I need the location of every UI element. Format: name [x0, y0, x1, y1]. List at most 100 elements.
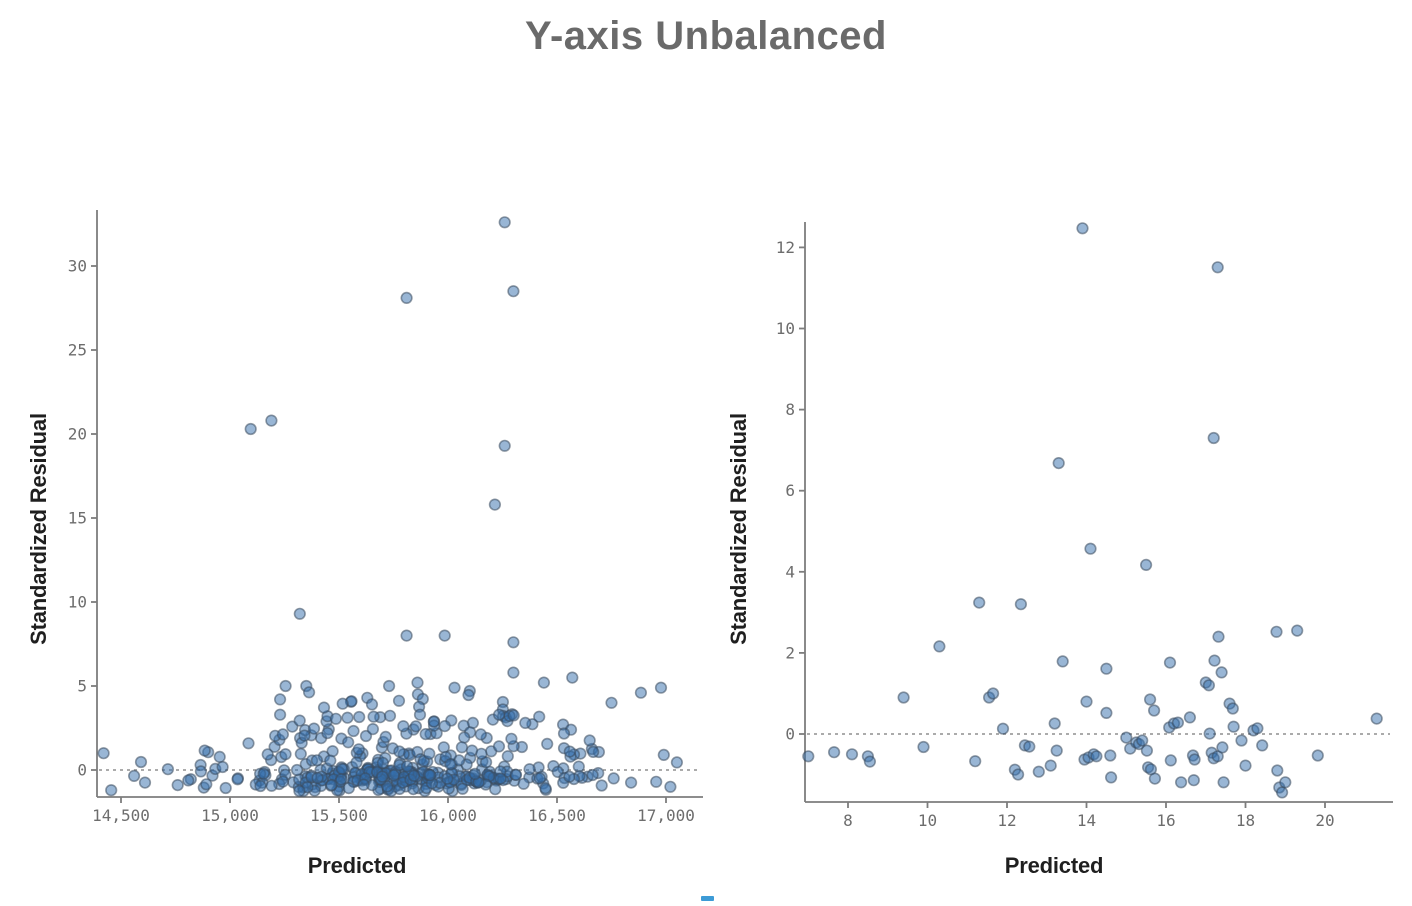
left-x-tick-label: 16,500 — [528, 806, 586, 825]
data-point — [605, 696, 618, 709]
right-y-tick-label: 8 — [785, 400, 795, 419]
right-x-tick-label: 14 — [1077, 811, 1096, 830]
data-point — [448, 681, 461, 694]
data-point — [1216, 741, 1229, 754]
data-point — [1187, 774, 1200, 787]
data-point — [444, 758, 457, 771]
data-point — [537, 676, 551, 689]
data-point — [1100, 662, 1113, 675]
data-point — [557, 727, 571, 740]
data-point — [376, 770, 389, 783]
data-point — [401, 760, 414, 773]
data-point — [298, 729, 311, 742]
data-point — [231, 773, 244, 786]
data-point — [383, 709, 397, 722]
data-point — [366, 722, 380, 736]
data-point — [325, 778, 338, 792]
data-point — [802, 750, 815, 763]
data-point — [1203, 727, 1216, 740]
data-point — [1270, 625, 1283, 638]
data-point — [455, 741, 469, 754]
data-point — [1014, 598, 1028, 611]
data-point — [973, 596, 986, 609]
data-point — [493, 708, 506, 721]
data-point — [293, 784, 306, 798]
data-point — [134, 755, 148, 769]
data-point — [501, 750, 514, 763]
data-point — [539, 782, 552, 795]
data-point — [523, 763, 536, 776]
data-point — [1275, 786, 1289, 799]
data-point — [311, 771, 324, 785]
data-point — [290, 763, 304, 777]
data-point — [324, 754, 337, 767]
data-point — [1207, 431, 1220, 445]
data-point — [664, 780, 677, 793]
data-point — [507, 709, 520, 722]
data-point — [933, 640, 946, 653]
right-x-tick-label: 20 — [1315, 811, 1334, 830]
right-y-tick-label: 12 — [776, 238, 795, 257]
right-y-tick-label: 2 — [785, 643, 795, 662]
data-point — [1143, 693, 1157, 706]
data-point — [392, 694, 406, 707]
left-x-tick-label: 15,000 — [201, 806, 259, 825]
data-point — [845, 748, 859, 761]
data-point — [161, 763, 174, 776]
data-point — [462, 688, 475, 702]
page-title: Y-axis Unbalanced — [525, 14, 887, 58]
data-point — [517, 777, 530, 790]
data-point — [105, 784, 118, 797]
data-point — [634, 686, 648, 699]
data-point — [336, 697, 349, 710]
right-x-tick-label: 10 — [918, 811, 937, 830]
data-point — [488, 498, 502, 511]
data-point — [1104, 771, 1118, 784]
data-point — [171, 778, 184, 792]
data-point — [321, 726, 334, 740]
data-point — [533, 710, 546, 723]
left-y-tick-label: 20 — [68, 425, 87, 444]
data-point — [489, 783, 502, 796]
data-point — [254, 779, 267, 793]
data-point — [376, 756, 390, 770]
data-point — [1215, 666, 1228, 679]
left-y-tick-label: 15 — [68, 509, 87, 528]
data-point — [541, 737, 554, 751]
data-point — [583, 734, 596, 747]
data-point — [587, 745, 600, 759]
data-point — [505, 732, 518, 745]
data-point — [897, 691, 910, 704]
data-point — [969, 755, 982, 768]
data-point — [498, 216, 511, 229]
data-point — [350, 756, 363, 769]
data-point — [1211, 261, 1224, 274]
data-point — [352, 743, 365, 756]
data-point — [1163, 656, 1177, 669]
data-point — [423, 747, 436, 760]
data-point — [307, 722, 321, 735]
data-point — [1032, 765, 1045, 778]
data-point — [138, 776, 152, 789]
left-plot-xlabel: Predicted — [307, 853, 407, 878]
data-point — [97, 747, 110, 760]
data-point — [1080, 695, 1093, 708]
data-point — [1076, 222, 1089, 235]
data-point — [1052, 457, 1065, 470]
data-point — [347, 724, 360, 738]
data-point — [387, 769, 400, 782]
data-point — [458, 731, 471, 744]
data-point — [1136, 734, 1149, 747]
data-point — [274, 693, 287, 706]
data-point — [293, 714, 306, 727]
data-point — [563, 745, 576, 758]
data-point — [294, 747, 307, 761]
data-point — [357, 778, 370, 791]
left-x-tick-label: 15,500 — [310, 806, 368, 825]
right-y-tick-label: 0 — [785, 725, 795, 744]
data-point — [293, 607, 306, 620]
right-y-tick-label: 4 — [785, 562, 795, 581]
data-point — [335, 762, 349, 776]
data-point — [279, 748, 292, 761]
